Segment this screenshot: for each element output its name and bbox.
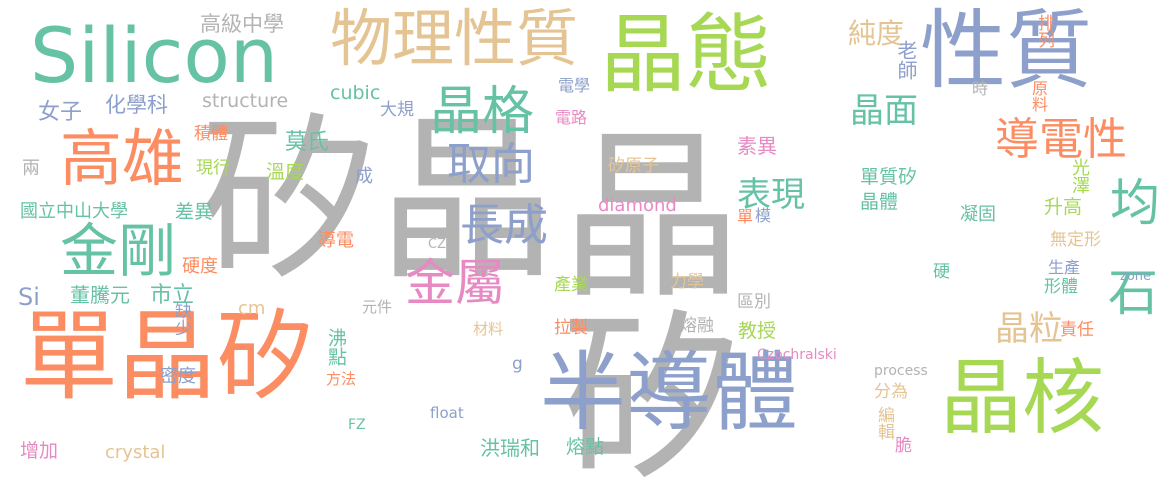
cloud-word: 脆 [895, 436, 912, 456]
cloud-word: 金屬 [405, 254, 505, 312]
cloud-word: 現行 [196, 158, 230, 178]
cloud-word: 單晶矽 [20, 300, 315, 414]
cloud-word: 成 [355, 166, 373, 187]
cloud-word: 升高 [1044, 196, 1083, 218]
cloud-word: 拉製 [554, 318, 588, 338]
cloud-word: 缺少 [171, 302, 191, 336]
cloud-word: 電學 [558, 76, 591, 95]
cloud-word: 力學 [670, 272, 704, 292]
cloud-word: 晶面 [850, 91, 918, 131]
cloud-word: 晶體 [860, 191, 899, 213]
cloud-word: 性質 [920, 1, 1092, 101]
cloud-word: 取向 [447, 139, 535, 190]
cloud-word: 積體 [194, 124, 228, 144]
cloud-word: 導電性 [995, 114, 1127, 165]
cloud-word: 熔點 [566, 436, 605, 458]
cloud-word: 材料 [473, 320, 504, 338]
cloud-word: 市立 [150, 283, 195, 308]
cloud-word: 硬 [929, 262, 949, 279]
cloud-word: 排列 [1034, 14, 1054, 48]
cloud-word: 區別 [737, 292, 771, 312]
cloud-word: FZ [348, 417, 366, 433]
cloud-word: 教授 [738, 320, 777, 342]
cloud-word: 女子 [38, 100, 83, 125]
cloud-word: diamond [598, 195, 677, 216]
cloud-word: 導電 [318, 230, 354, 251]
cloud-word: 晶態 [600, 5, 772, 105]
cloud-word: 密度 [160, 366, 196, 387]
cloud-word: Si [18, 283, 40, 311]
cloud-word: 元件 [362, 298, 393, 316]
cloud-word: 長成 [460, 200, 548, 251]
cloud-word: 形體 [1044, 277, 1078, 297]
cloud-word: 沸點 [325, 328, 347, 366]
cloud-word: 純度 [848, 17, 905, 50]
cloud-word: process [874, 363, 928, 379]
cloud-word: 編輯 [874, 406, 894, 440]
cloud-word: 電路 [555, 108, 588, 127]
cloud-word: zone [1120, 269, 1152, 284]
cloud-word: 凝固 [960, 204, 996, 225]
cloud-word: 國立中山大學 [20, 201, 128, 222]
cloud-word: 素異 [737, 134, 777, 158]
cloud-word: 時 [969, 80, 988, 96]
cloud-word: structure [202, 90, 289, 112]
cloud-word: 矽晶 [200, 97, 556, 304]
cloud-word: 表現 [737, 175, 805, 215]
cloud-word: 董騰元 [70, 283, 130, 307]
cloud-word: 方法 [326, 370, 357, 388]
cloud-word: 物理性質 [330, 2, 579, 75]
cloud-word: CZ [428, 237, 446, 252]
cloud-word: 分為 [874, 382, 908, 402]
cloud-word: 矽原子 [608, 156, 659, 176]
cloud-word: 硬度 [182, 256, 218, 277]
cloud-word: 晶核 [940, 351, 1105, 446]
cloud-word: 晶矽 [530, 120, 742, 482]
cloud-word: 金剛 [60, 217, 177, 285]
cloud-word: crystal [105, 442, 166, 463]
cloud-word: 單質矽 [860, 166, 918, 188]
cloud-word: 無定形 [1050, 230, 1101, 250]
cloud-word: 產業 [554, 275, 588, 295]
cloud-word: 熔融 [680, 316, 714, 336]
cloud-word: 莫氏 [285, 130, 330, 155]
cloud-word: 責任 [1060, 320, 1094, 340]
cloud-word: 洪瑞和 [480, 436, 540, 460]
cloud-word: 生產 [1048, 258, 1081, 277]
cloud-word: 高級中學 [200, 12, 284, 36]
cloud-word: 原料 [1029, 80, 1048, 112]
cloud-word: Czochralski [757, 347, 837, 363]
cloud-word: 增加 [20, 440, 59, 462]
cloud-word: 光澤 [1069, 158, 1090, 194]
cloud-word: 化學科 [105, 93, 168, 117]
cloud-word: 模 [752, 207, 771, 223]
cloud-word: 兩 [22, 158, 40, 179]
cloud-word: float [430, 404, 464, 422]
cloud-word: Silicon [30, 11, 279, 100]
cloud-word: 均 [1110, 174, 1160, 232]
cloud-word: cubic [330, 82, 381, 104]
cloud-word: g [512, 354, 523, 374]
cloud-word: 單 [734, 208, 753, 224]
cloud-word: 半導體 [540, 343, 798, 443]
cloud-word: 差異 [175, 201, 214, 223]
cloud-word: 大規 [380, 100, 414, 120]
cloud-word: cm [238, 298, 266, 319]
cloud-word: 老師 [894, 40, 918, 80]
cloud-word: 石 [1108, 264, 1158, 322]
cloud-word: 晶粒 [995, 309, 1063, 349]
cloud-word: 溫度 [266, 161, 305, 183]
cloud-word: 高雄 [60, 122, 185, 195]
cloud-word: 晶格 [430, 82, 535, 142]
